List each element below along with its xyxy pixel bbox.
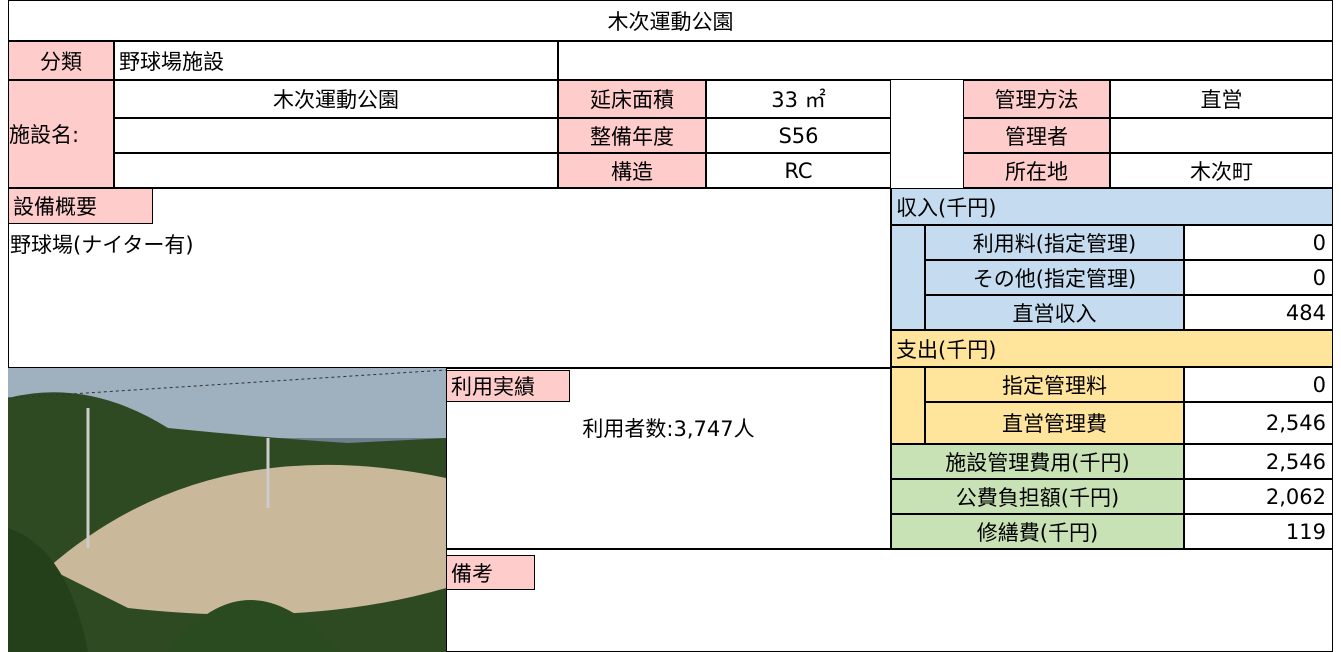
equipment-area (8, 188, 891, 368)
value: RC (706, 153, 891, 188)
label: 延床面積 (558, 80, 706, 118)
photo (8, 368, 446, 652)
label: 利用料(指定管理) (925, 225, 1184, 260)
value: 2,546 (1184, 402, 1333, 444)
value: 木次町 (1110, 153, 1333, 188)
label: 分類 (8, 41, 114, 80)
label: 利用実績 (446, 370, 570, 402)
label: 直営収入 (925, 295, 1184, 330)
value: 0 (1184, 225, 1333, 260)
value: 2,062 (1184, 479, 1333, 514)
cell (114, 153, 558, 188)
label: 施設管理費用(千円) (891, 444, 1184, 479)
value: 2,546 (1184, 444, 1333, 479)
value: 木次運動公園 (114, 80, 558, 118)
label: 公費負担額(千円) (891, 479, 1184, 514)
usage-area (446, 368, 891, 549)
remarks-area (446, 549, 1333, 652)
value: 野球場施設 (114, 41, 558, 80)
label: その他(指定管理) (925, 260, 1184, 295)
text: 野球場(ナイター有) (10, 233, 194, 257)
side (891, 367, 925, 444)
label: 備考 (446, 555, 535, 590)
value: 484 (1184, 295, 1333, 330)
value: 119 (1184, 514, 1333, 549)
label: 直営管理費 (925, 402, 1184, 444)
label: 修繕費(千円) (891, 514, 1184, 549)
label: 管理者 (963, 118, 1110, 153)
value (1110, 118, 1333, 153)
value: 0 (1184, 260, 1333, 295)
section-header: 収入(千円) (891, 188, 1333, 225)
label: 所在地 (963, 153, 1110, 188)
label: 整備年度 (558, 118, 706, 153)
value: 直営 (1110, 80, 1333, 118)
section-header: 支出(千円) (891, 330, 1333, 367)
label: 施設名: (8, 80, 114, 188)
value: 33 ㎡ (706, 80, 891, 118)
cell (114, 118, 558, 153)
text: 利用者数:3,747人 (582, 417, 755, 441)
cell (558, 41, 1333, 80)
title: 木次運動公園 (8, 0, 1333, 41)
label: 構造 (558, 153, 706, 188)
value: 0 (1184, 367, 1333, 402)
label: 指定管理料 (925, 367, 1184, 402)
label: 設備概要 (8, 188, 153, 224)
value: S56 (706, 118, 891, 153)
label: 管理方法 (963, 80, 1110, 118)
side (891, 225, 925, 330)
